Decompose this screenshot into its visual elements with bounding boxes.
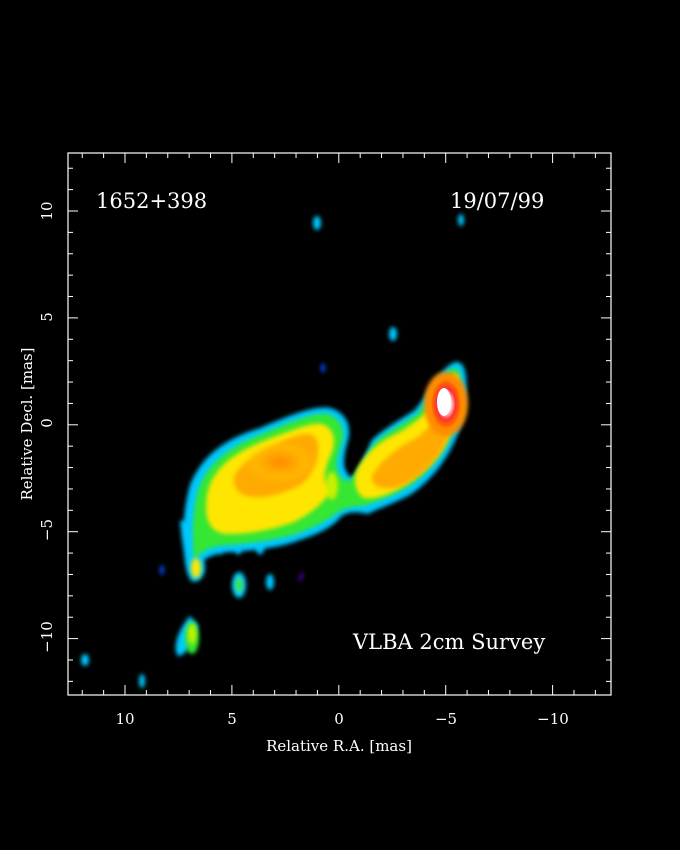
axis-ticks bbox=[68, 153, 611, 695]
y-tick-label: 0 bbox=[38, 418, 56, 428]
x-tick-label: 0 bbox=[334, 710, 344, 728]
observation-date: 19/07/99 bbox=[450, 189, 544, 213]
x-tick-labels: 10 5 0 −5 −10 bbox=[115, 710, 568, 728]
emission-core bbox=[424, 372, 468, 436]
y-tick-labels: 10 5 0 −5 −10 bbox=[38, 201, 56, 652]
y-axis-title: Relative Decl. [mas] bbox=[18, 347, 36, 500]
x-axis-title: Relative R.A. [mas] bbox=[266, 737, 412, 755]
jet-emission bbox=[81, 214, 468, 688]
survey-label: VLBA 2cm Survey bbox=[352, 630, 545, 654]
source-name: 1652+398 bbox=[96, 189, 207, 213]
x-tick-label: 5 bbox=[227, 710, 237, 728]
y-tick-label: −10 bbox=[38, 621, 56, 653]
x-tick-label: −10 bbox=[537, 710, 569, 728]
x-tick-label: −5 bbox=[435, 710, 457, 728]
y-tick-label: 5 bbox=[38, 312, 56, 322]
emission-isolated-components bbox=[81, 214, 464, 688]
y-tick-label: −5 bbox=[38, 519, 56, 541]
x-tick-label: 10 bbox=[115, 710, 134, 728]
y-tick-label: 10 bbox=[38, 201, 56, 220]
